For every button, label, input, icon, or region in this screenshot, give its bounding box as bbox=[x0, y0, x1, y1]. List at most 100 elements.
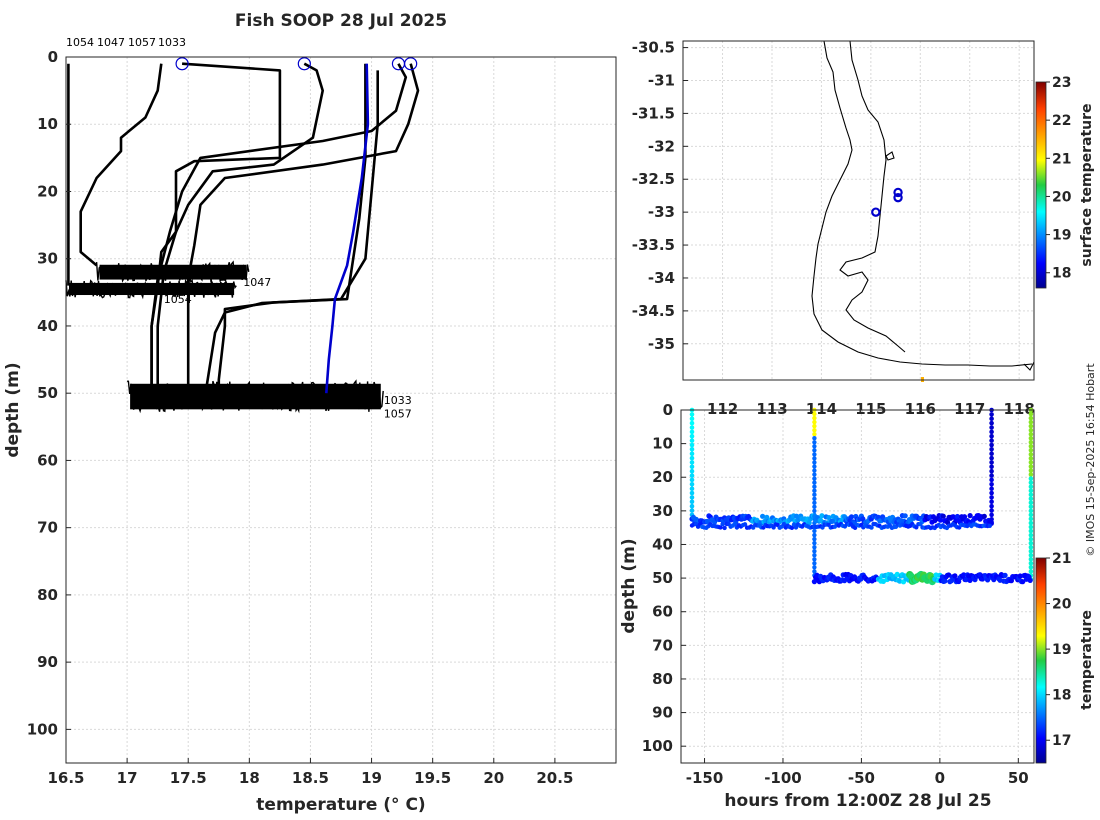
section-point bbox=[869, 525, 874, 530]
section-point bbox=[812, 545, 817, 550]
section-point bbox=[812, 436, 817, 441]
section-point bbox=[1028, 552, 1034, 558]
profile-y-tick-label: 90 bbox=[37, 653, 58, 671]
section-point bbox=[1028, 544, 1034, 550]
profile-line bbox=[217, 63, 367, 394]
map-frame bbox=[682, 40, 1035, 381]
map-y-tick-label: -35 bbox=[648, 335, 675, 353]
section-point bbox=[689, 447, 695, 452]
section-point bbox=[989, 460, 994, 465]
section-point bbox=[689, 429, 695, 435]
section-point bbox=[689, 412, 695, 417]
profile-y-tick-label: 20 bbox=[37, 182, 58, 200]
profile-line bbox=[156, 62, 324, 387]
profile-x-tick-label: 19 bbox=[361, 769, 382, 787]
section-point bbox=[1028, 532, 1034, 538]
section-point bbox=[1017, 573, 1023, 579]
section-point bbox=[961, 514, 968, 520]
section-point bbox=[722, 525, 727, 531]
section-point bbox=[1020, 579, 1026, 585]
section-point bbox=[689, 416, 695, 422]
profile-x-tick-label: 18.5 bbox=[292, 769, 329, 787]
section-x-tick-label: 50 bbox=[1008, 769, 1029, 787]
section-point bbox=[812, 476, 817, 481]
profile-x-tick-label: 17.5 bbox=[170, 769, 207, 787]
section-point bbox=[689, 486, 695, 492]
temperature-colorbar bbox=[1035, 557, 1047, 764]
section-point bbox=[812, 557, 817, 562]
section-point bbox=[812, 411, 817, 417]
noise-band-core bbox=[99, 264, 247, 280]
section-point bbox=[812, 528, 817, 534]
section-point bbox=[989, 420, 994, 426]
section-point bbox=[989, 508, 994, 513]
section-point bbox=[812, 504, 817, 509]
profile-y-tick-label: 0 bbox=[48, 48, 58, 66]
section-point bbox=[1028, 524, 1034, 530]
section-point bbox=[1028, 500, 1034, 506]
section-point bbox=[812, 444, 817, 449]
top-label-1054: 1054 bbox=[66, 36, 94, 49]
section-point bbox=[812, 536, 817, 542]
section-point bbox=[1028, 561, 1034, 566]
section-y-tick-label: 90 bbox=[652, 704, 673, 722]
profile-plot-frame bbox=[65, 56, 617, 764]
section-point bbox=[989, 477, 994, 483]
profile-x-tick-label: 20.5 bbox=[536, 769, 573, 787]
profile-annotation: 1033 bbox=[384, 394, 412, 407]
section-point bbox=[812, 468, 817, 473]
section-point bbox=[689, 482, 695, 487]
section-point bbox=[967, 513, 973, 519]
surface-marker bbox=[404, 57, 418, 71]
map-y-tick-label: -32.5 bbox=[632, 170, 675, 188]
profile-y-label: depth (m) bbox=[3, 362, 23, 457]
section-point bbox=[764, 514, 770, 520]
credit-text: © IMOS 15-Sep-2025 16:54 Hobart bbox=[1084, 363, 1097, 557]
surface-cb-tick-label: 21 bbox=[1052, 151, 1071, 167]
section-y-tick-label: 100 bbox=[642, 737, 673, 755]
section-scatter bbox=[689, 407, 1034, 586]
map-x-tick-label: 115 bbox=[855, 400, 886, 418]
section-point bbox=[937, 517, 944, 523]
section-point bbox=[1028, 452, 1034, 457]
section-point bbox=[812, 532, 817, 538]
section-point bbox=[812, 508, 817, 514]
section-point bbox=[989, 464, 994, 470]
section-point bbox=[988, 519, 994, 525]
section-y-tick-label: 70 bbox=[652, 636, 673, 654]
section-point bbox=[967, 577, 973, 584]
section-point bbox=[902, 513, 908, 519]
section-point bbox=[989, 499, 994, 505]
section-point bbox=[1028, 419, 1034, 425]
profile-plot: 16.5 17 17.5 18 18.5 19 19.5 20 20.5 0 10 20 30 40 50… bbox=[3, 11, 617, 815]
section-y-tick-label: 50 bbox=[652, 569, 673, 587]
section-point bbox=[1028, 435, 1034, 441]
noise-bands bbox=[65, 260, 384, 414]
map-stations bbox=[871, 187, 903, 217]
surface-cb-tick-label: 23 bbox=[1052, 75, 1071, 91]
section-point bbox=[826, 515, 832, 521]
section-point bbox=[933, 572, 939, 578]
section-point bbox=[718, 525, 723, 530]
map-x-tick-label: 118 bbox=[1004, 400, 1035, 418]
map-y-tick-label: -31.5 bbox=[632, 104, 675, 122]
section-point bbox=[812, 549, 817, 554]
section-point bbox=[1028, 427, 1034, 433]
section-point bbox=[812, 500, 817, 505]
section-point bbox=[1028, 415, 1034, 421]
section-point bbox=[1028, 512, 1034, 518]
section-point bbox=[689, 490, 695, 496]
map-y-tick-label: -34 bbox=[648, 269, 675, 287]
map-y-ticks: -30.5 -31 -31.5 -32 -32.5 -33 -33.5 -34 -34.5 -35 bbox=[632, 39, 688, 353]
section-point bbox=[1028, 565, 1034, 570]
section-x-ticks: -150 -100 -50 0 50 bbox=[686, 758, 1029, 787]
profile-x-label: temperature (° C) bbox=[256, 795, 425, 815]
profile-x-tick-label: 18 bbox=[239, 769, 260, 787]
section-point bbox=[989, 438, 994, 443]
map-y-tick-label: -31 bbox=[648, 71, 675, 89]
section-point bbox=[812, 456, 817, 461]
surface-markers bbox=[175, 57, 418, 71]
section-point bbox=[812, 496, 817, 501]
section-point bbox=[689, 464, 695, 470]
section-point bbox=[989, 512, 994, 518]
